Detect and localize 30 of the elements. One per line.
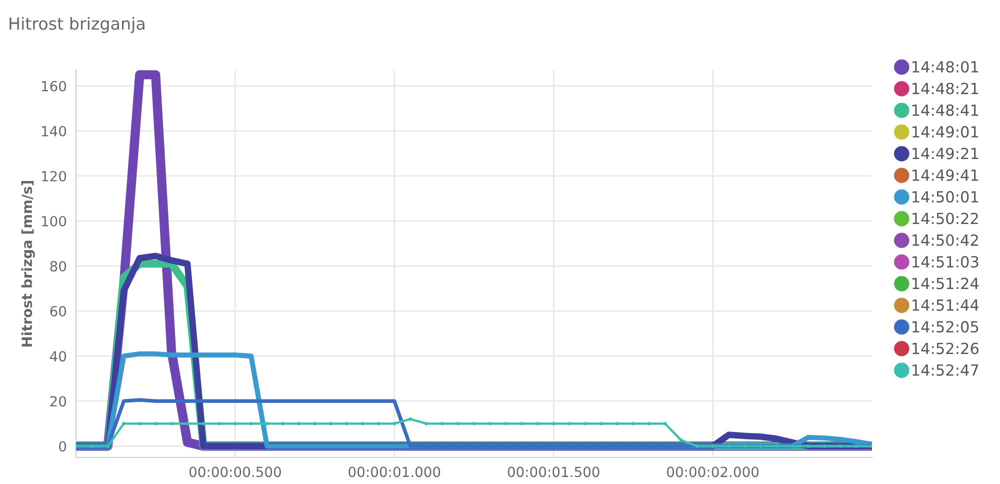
legend-label: 14:49:41 bbox=[912, 169, 978, 181]
y-axis-title: Hitrost brizga [mm/s] bbox=[21, 181, 35, 346]
y-tick-label: 120 bbox=[42, 170, 66, 182]
y-tick-label: 40 bbox=[50, 351, 66, 362]
legend-label: 14:48:41 bbox=[912, 104, 978, 116]
legend-label: 14:50:22 bbox=[912, 212, 978, 224]
legend-label: 14:51:44 bbox=[912, 300, 979, 311]
legend-label: 14:48:01 bbox=[912, 61, 978, 73]
legend-label: 14:50:42 bbox=[912, 234, 978, 246]
legend-label: 14:50:01 bbox=[912, 191, 978, 203]
legend-label: 14:52:05 bbox=[912, 321, 978, 333]
x-tick-label: 00:00:00.500 bbox=[189, 466, 281, 478]
chart-title: Hitrost brizganja bbox=[10, 16, 144, 34]
legend-label: 14:51:24 bbox=[912, 278, 979, 290]
y-tick-label: 60 bbox=[50, 306, 66, 317]
y-tick-label: 140 bbox=[42, 126, 66, 136]
y-tick-label: 80 bbox=[50, 261, 66, 272]
x-tick-label: 00:00:01.000 bbox=[348, 466, 440, 478]
legend-label: 14:51:03 bbox=[912, 256, 978, 268]
legend-label: 14:52:26 bbox=[912, 342, 978, 354]
x-tick-label: 00:00:01.500 bbox=[508, 466, 600, 478]
y-tick-label: 20 bbox=[50, 396, 66, 407]
legend-label: 14:48:21 bbox=[912, 82, 978, 94]
y-tick-label: 160 bbox=[42, 80, 66, 92]
legend-label: 14:49:01 bbox=[912, 126, 978, 138]
y-tick-label: 100 bbox=[42, 216, 66, 226]
x-tick-label: 00:00:02.000 bbox=[667, 466, 759, 478]
legend-label: 14:49:21 bbox=[912, 148, 978, 160]
y-tick-label: 0 bbox=[59, 441, 66, 452]
legend-label: 14:52:47 bbox=[912, 364, 978, 376]
